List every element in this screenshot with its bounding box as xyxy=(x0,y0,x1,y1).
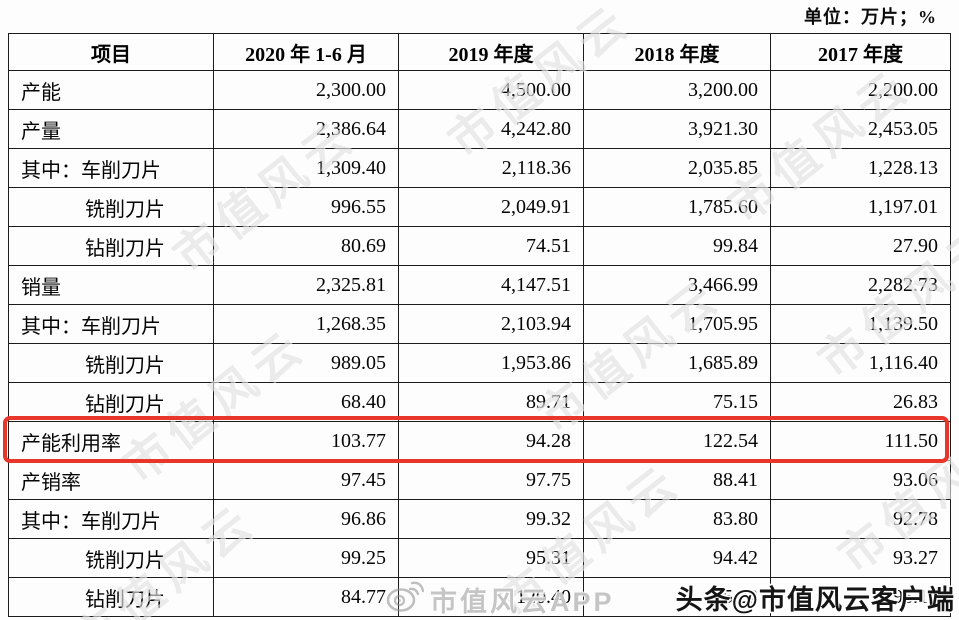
table-row-output-milling: 铣削刀片 996.55 2,049.91 1,785.60 1,197.01 xyxy=(8,187,951,227)
cell-value: 1,309.40 xyxy=(213,148,399,188)
table-row-output-turning: 其中：车削刀片 1,309.40 2,118.36 2,035.85 1,228… xyxy=(8,148,951,188)
cell-value: 2,453.05 xyxy=(770,109,951,149)
cell-value: 1,197.01 xyxy=(770,187,951,227)
cell-value: 99.32 xyxy=(398,499,584,539)
cell-value: 75.22 xyxy=(583,577,771,617)
cell-value: 989.05 xyxy=(213,343,399,383)
header-2017: 2017 年度 xyxy=(770,33,951,71)
row-label: 产量 xyxy=(8,109,214,149)
table-row-capacity: 产能 2,300.00 4,500.00 3,200.00 2,200.00 xyxy=(8,70,951,110)
cell-value: 94.28 xyxy=(398,421,584,461)
cell-value: 83.80 xyxy=(583,499,771,539)
cell-value: 96.86 xyxy=(213,499,399,539)
header-2018: 2018 年度 xyxy=(583,33,771,71)
cell-value: 99.84 xyxy=(583,226,771,266)
cell-value: 88.41 xyxy=(583,460,771,500)
row-label: 销量 xyxy=(8,265,214,305)
footer-credit-text: 头条@市值风云客户端 xyxy=(675,585,955,615)
cell-value: 1,705.95 xyxy=(583,304,771,344)
table-header-row: 项目 2020 年 1-6 月 2019 年度 2018 年度 2017 年度 xyxy=(8,33,951,71)
table-row-output-drilling: 钻削刀片 80.69 74.51 99.84 27.90 xyxy=(8,226,951,266)
cell-value: 89.71 xyxy=(398,382,584,422)
cell-value: 1,953.86 xyxy=(398,343,584,383)
cell-value: 93.27 xyxy=(770,538,951,578)
cell-value: 2,325.81 xyxy=(213,265,399,305)
table-row-sales-output-ratio: 产销率 97.45 97.75 88.41 93.06 xyxy=(8,460,951,500)
cell-value: 3,466.99 xyxy=(583,265,771,305)
row-label: 铣削刀片 xyxy=(8,343,214,383)
cell-value: 1,268.35 xyxy=(213,304,399,344)
cell-value: 94.42 xyxy=(583,538,771,578)
cell-value: 75.15 xyxy=(583,382,771,422)
table-row-sales: 销量 2,325.81 4,147.51 3,466.99 2,282.73 xyxy=(8,265,951,305)
cell-value: 68.40 xyxy=(213,382,399,422)
cell-value: 3,200.00 xyxy=(583,70,771,110)
cell-value: 1,116.40 xyxy=(770,343,951,383)
table-row-ratio-turning: 其中：车削刀片 96.86 99.32 83.80 92.78 xyxy=(8,499,951,539)
row-label: 其中：车削刀片 xyxy=(8,148,214,188)
cell-value: 84.77 xyxy=(213,577,399,617)
production-capacity-table: 项目 2020 年 1-6 月 2019 年度 2018 年度 2017 年度 … xyxy=(8,33,951,617)
cell-value: 96.10 xyxy=(770,577,951,617)
cell-value: 2,035.85 xyxy=(583,148,771,188)
cell-value: 4,500.00 xyxy=(398,70,584,110)
unit-label: 单位：万片；% xyxy=(804,7,937,27)
cell-value: 4,147.51 xyxy=(398,265,584,305)
row-label: 产销率 xyxy=(8,460,214,500)
cell-value: 4,242.80 xyxy=(398,109,584,149)
cell-value: 111.50 xyxy=(770,421,951,461)
row-label: 铣削刀片 xyxy=(8,187,214,227)
table-row-output: 产量 2,386.64 4,242.80 3,921.30 2,453.05 xyxy=(8,109,951,149)
header-2019: 2019 年度 xyxy=(398,33,584,71)
table-row-sales-drilling: 钻削刀片 68.40 89.71 75.15 26.83 xyxy=(8,382,951,422)
cell-value: 2,282.73 xyxy=(770,265,951,305)
row-label: 其中：车削刀片 xyxy=(8,499,214,539)
cell-value: 2,300.00 xyxy=(213,70,399,110)
cell-value: 2,200.00 xyxy=(770,70,951,110)
row-label: 铣削刀片 xyxy=(8,538,214,578)
table-row-ratio-milling: 铣削刀片 99.25 95.31 94.42 93.27 xyxy=(8,538,951,578)
table-row-capacity-utilization: 产能利用率 103.77 94.28 122.54 111.50 xyxy=(8,421,951,461)
cell-value: 92.78 xyxy=(770,499,951,539)
cell-value: 996.55 xyxy=(213,187,399,227)
cell-value: 80.69 xyxy=(213,226,399,266)
row-label: 产能 xyxy=(8,70,214,110)
cell-value: 2,386.64 xyxy=(213,109,399,149)
row-label: 其中：车削刀片 xyxy=(8,304,214,344)
cell-value: 120.40 xyxy=(398,577,584,617)
cell-value: 74.51 xyxy=(398,226,584,266)
cell-value: 97.75 xyxy=(398,460,584,500)
cell-value: 103.77 xyxy=(213,421,399,461)
cell-value: 97.45 xyxy=(213,460,399,500)
row-label: 钻削刀片 xyxy=(8,382,214,422)
cell-value: 93.06 xyxy=(770,460,951,500)
row-label: 钻削刀片 xyxy=(8,577,214,617)
table-row-sales-turning: 其中：车削刀片 1,268.35 2,103.94 1,705.95 1,139… xyxy=(8,304,951,344)
cell-value: 1,139.50 xyxy=(770,304,951,344)
table-row-ratio-drilling: 钻削刀片 84.77 120.40 75.22 96.10 xyxy=(8,577,951,617)
cell-value: 27.90 xyxy=(770,226,951,266)
cell-value: 122.54 xyxy=(583,421,771,461)
cell-value: 2,049.91 xyxy=(398,187,584,227)
cell-value: 1,785.60 xyxy=(583,187,771,227)
cell-value: 2,118.36 xyxy=(398,148,584,188)
cell-value: 95.31 xyxy=(398,538,584,578)
cell-value: 2,103.94 xyxy=(398,304,584,344)
header-2020-h1: 2020 年 1-6 月 xyxy=(213,33,399,71)
header-item: 项目 xyxy=(8,33,214,71)
table-row-sales-milling: 铣削刀片 989.05 1,953.86 1,685.89 1,116.40 xyxy=(8,343,951,383)
row-label: 钻削刀片 xyxy=(8,226,214,266)
cell-value: 1,685.89 xyxy=(583,343,771,383)
cell-value: 26.83 xyxy=(770,382,951,422)
row-label: 产能利用率 xyxy=(8,421,214,461)
cell-value: 3,921.30 xyxy=(583,109,771,149)
cell-value: 1,228.13 xyxy=(770,148,951,188)
cell-value: 99.25 xyxy=(213,538,399,578)
